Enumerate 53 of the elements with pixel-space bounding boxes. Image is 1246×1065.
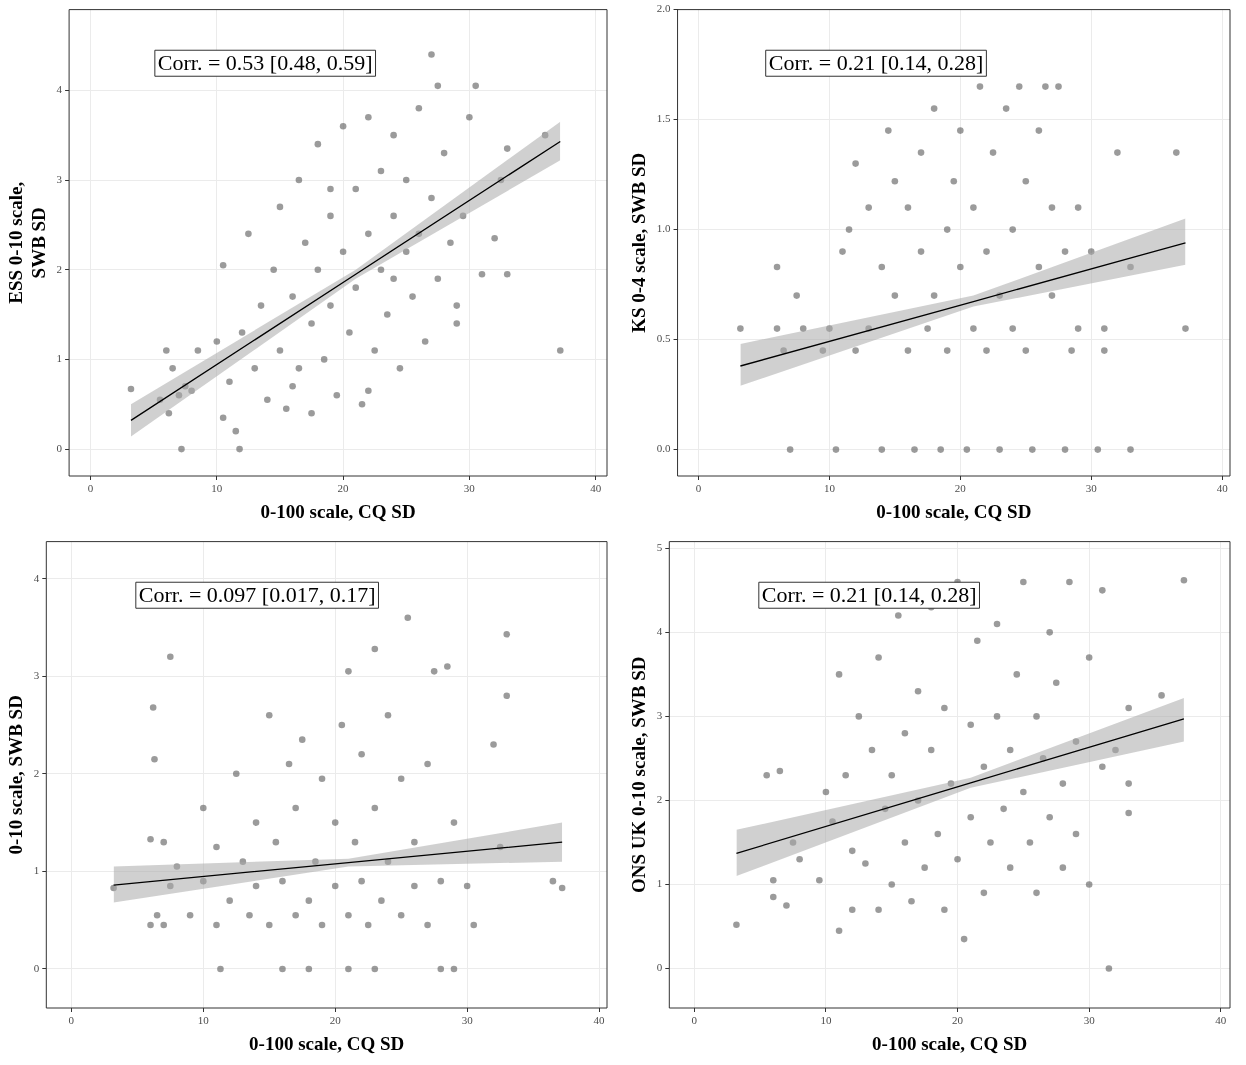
- x-tick-label: 10: [197, 1014, 210, 1027]
- x-tick-label: 0: [68, 1014, 75, 1027]
- y-tick-label: 2: [56, 262, 63, 275]
- y-tick-label: 3: [656, 709, 663, 722]
- y-tick-label: 1.5: [656, 112, 672, 125]
- x-axis-title: 0-100 scale, CQ SD: [260, 500, 416, 522]
- x-tick-label: 10: [820, 1014, 832, 1027]
- y-tick-label: 3: [33, 669, 40, 682]
- x-tick-label: 40: [593, 1014, 606, 1027]
- x-axis-title: 0-100 scale, CQ SD: [872, 1032, 1028, 1054]
- x-tick-label: 40: [590, 482, 602, 495]
- x-tick-label: 20: [952, 1014, 964, 1027]
- y-axis-title: ESS 0-10 scale, SWB SD: [5, 181, 50, 304]
- x-axis-title: 0-100 scale, CQ SD: [876, 500, 1032, 522]
- x-axis-title: 0-100 scale, CQ SD: [249, 1032, 405, 1054]
- y-tick-label: 1: [656, 877, 663, 890]
- x-tick-label: 20: [337, 482, 350, 495]
- x-tick-label: 0: [691, 1014, 698, 1027]
- x-tick-label: 10: [823, 482, 836, 495]
- y-tick-label: 2: [656, 793, 663, 806]
- x-tick-label: 30: [461, 1014, 474, 1027]
- y-tick-label: 4: [656, 625, 663, 638]
- x-tick-label: 0: [87, 482, 94, 495]
- x-tick-label: 20: [329, 1014, 342, 1027]
- y-tick-label: 2: [33, 766, 40, 779]
- y-tick-label: 3: [56, 172, 63, 185]
- annotation: Corr. = 0.53 [0.48, 0.59]: [157, 50, 373, 76]
- y-tick-label: 5: [656, 541, 663, 554]
- annotation: Corr. = 0.097 [0.017, 0.17]: [138, 582, 376, 608]
- y-tick-label: 4: [33, 571, 40, 584]
- y-tick-label: 1: [56, 352, 63, 365]
- y-tick-label: 1: [33, 864, 40, 877]
- y-tick-label: 0: [33, 961, 40, 974]
- y-tick-label: 0: [56, 441, 63, 454]
- x-tick-label: 40: [1215, 1014, 1227, 1027]
- y-tick-label: 0: [656, 961, 663, 974]
- y-tick-label: 1.0: [656, 222, 672, 235]
- y-tick-label: 4: [56, 83, 63, 96]
- y-tick-label: 0.0: [656, 442, 672, 455]
- x-tick-label: 40: [1216, 482, 1229, 495]
- y-axis-title: KS 0-4 scale, SWB SD: [628, 152, 650, 333]
- x-tick-label: 30: [463, 482, 476, 495]
- annotation: Corr. = 0.21 [0.14, 0.28]: [768, 50, 984, 76]
- x-tick-label: 30: [1085, 482, 1098, 495]
- x-tick-label: 20: [954, 482, 967, 495]
- y-tick-label: 0.5: [656, 332, 672, 345]
- x-tick-label: 30: [1083, 1014, 1096, 1027]
- y-axis-title: ONS UK 0-10 scale, SWB SD: [628, 656, 650, 894]
- x-tick-label: 10: [211, 482, 223, 495]
- y-tick-label: 2.0: [656, 2, 672, 15]
- x-tick-label: 0: [695, 482, 702, 495]
- y-axis-title: 0-10 scale, SWB SD: [5, 695, 27, 855]
- annotation: Corr. = 0.21 [0.14, 0.28]: [761, 582, 977, 608]
